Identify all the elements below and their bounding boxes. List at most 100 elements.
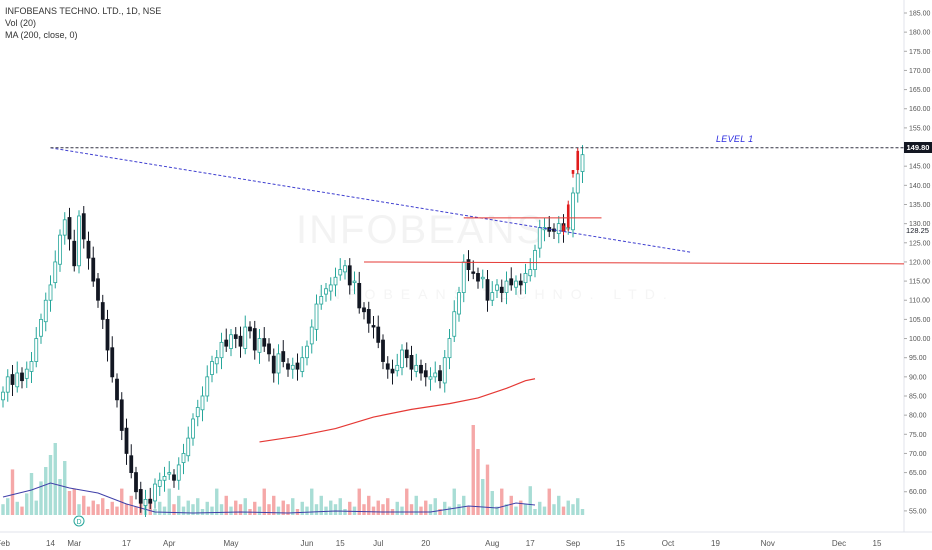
y-tick-label: 125.00 bbox=[909, 240, 931, 247]
y-tick-label: 135.00 bbox=[909, 202, 931, 209]
y-tick-label: 70.00 bbox=[909, 451, 927, 458]
candle-body bbox=[314, 303, 319, 330]
candle-body bbox=[143, 498, 148, 506]
candle-body bbox=[428, 376, 433, 380]
candle-body bbox=[419, 364, 423, 374]
y-tick-label: 75.00 bbox=[909, 432, 927, 439]
candle-body bbox=[533, 250, 537, 270]
candle-body bbox=[181, 453, 186, 464]
candle-body bbox=[86, 240, 91, 259]
volume-bar bbox=[509, 495, 513, 515]
candle-body bbox=[200, 395, 205, 411]
recent-candle-body bbox=[571, 170, 575, 174]
candle-body bbox=[5, 376, 10, 393]
trendline-line[interactable] bbox=[50, 147, 692, 253]
legend-volume[interactable]: Vol (20) bbox=[5, 18, 37, 28]
candle-body bbox=[81, 213, 86, 240]
candle-body bbox=[452, 311, 457, 337]
x-tick-label: Mar bbox=[67, 539, 81, 548]
volume-bar bbox=[29, 473, 34, 515]
candle-body bbox=[134, 472, 138, 493]
volume-bar bbox=[6, 498, 10, 515]
candle-body bbox=[504, 280, 509, 293]
volume-bar bbox=[276, 506, 281, 515]
ma200-line bbox=[259, 378, 536, 443]
y-tick-label: 120.00 bbox=[909, 259, 931, 266]
volume-bar bbox=[105, 509, 110, 515]
legend-ma[interactable]: MA (200, close, 0) bbox=[5, 30, 78, 40]
volume-bar bbox=[571, 504, 575, 515]
watermark-symbol: INFOBEANS bbox=[296, 208, 546, 252]
x-tick-label: 15 bbox=[873, 539, 882, 548]
candle-body bbox=[67, 217, 72, 240]
candle-body bbox=[191, 418, 195, 439]
candle-body bbox=[376, 326, 381, 343]
x-tick-label: Nov bbox=[761, 539, 775, 548]
candle-body bbox=[96, 278, 100, 301]
candle-body bbox=[157, 479, 162, 487]
volume-bar bbox=[224, 495, 228, 515]
volume-bar bbox=[424, 500, 428, 515]
volume-bar bbox=[533, 509, 537, 515]
volume-bar bbox=[267, 504, 271, 515]
candle-body bbox=[276, 353, 281, 374]
y-tick-label: 65.00 bbox=[909, 470, 927, 477]
volume-bar bbox=[77, 504, 81, 515]
candle-body bbox=[262, 338, 267, 347]
recent-candle-body bbox=[576, 150, 580, 171]
volume-bar bbox=[495, 506, 499, 515]
candle-body bbox=[447, 338, 452, 359]
x-tick-label: Apr bbox=[163, 539, 176, 548]
volume-bar bbox=[253, 501, 257, 515]
volume-bar bbox=[115, 506, 119, 515]
x-tick-label: Dec bbox=[832, 539, 846, 548]
candle-body bbox=[518, 280, 523, 286]
candle-body bbox=[333, 276, 338, 286]
candle-body bbox=[167, 472, 172, 475]
candle-body bbox=[148, 498, 153, 504]
candle-body bbox=[115, 378, 119, 401]
x-tick-label: May bbox=[223, 539, 238, 548]
candle-body bbox=[39, 318, 43, 337]
dividend-marker-icon[interactable] bbox=[73, 515, 85, 527]
volume-bar bbox=[357, 488, 361, 515]
volume-bar bbox=[167, 488, 171, 515]
y-tick-label: 155.00 bbox=[909, 125, 931, 132]
candle-body bbox=[490, 292, 495, 301]
x-tick-label: 14 bbox=[46, 539, 55, 548]
candle-body bbox=[153, 483, 157, 502]
volume-bar bbox=[300, 501, 304, 515]
volume-bar bbox=[561, 506, 566, 515]
x-tick-label: 17 bbox=[526, 539, 535, 548]
candle-body bbox=[362, 307, 366, 313]
legend-title[interactable]: INFOBEANS TECHNO. LTD., 1D, NSE bbox=[5, 6, 162, 16]
x-tick-label: Jun bbox=[301, 539, 314, 548]
volume-bar bbox=[243, 498, 247, 515]
volume-bar bbox=[386, 498, 390, 515]
volume-bar bbox=[48, 455, 53, 515]
y-tick-label: 105.00 bbox=[909, 317, 931, 324]
y-tick-label: 175.00 bbox=[909, 49, 931, 56]
candle-body bbox=[224, 339, 229, 347]
candle-body bbox=[24, 368, 29, 379]
support-line[interactable] bbox=[363, 261, 905, 265]
volume-bar bbox=[110, 501, 114, 515]
y-tick-label: 170.00 bbox=[909, 68, 931, 75]
level-1-label[interactable]: LEVEL 1 bbox=[716, 134, 754, 144]
candle-body bbox=[91, 257, 96, 282]
candle-body bbox=[162, 476, 167, 481]
volume-bar bbox=[367, 495, 371, 515]
volume-bar bbox=[67, 491, 72, 515]
volume-bar bbox=[362, 504, 366, 515]
candle-body bbox=[395, 364, 400, 372]
volume-bar bbox=[272, 495, 276, 515]
candle-body bbox=[195, 407, 200, 418]
volume-bar bbox=[329, 500, 333, 515]
volume-bar bbox=[262, 488, 266, 515]
volume-bar bbox=[576, 498, 580, 515]
y-tick-label: 80.00 bbox=[909, 413, 927, 420]
candle-body bbox=[20, 372, 24, 382]
candle-body bbox=[72, 240, 77, 267]
